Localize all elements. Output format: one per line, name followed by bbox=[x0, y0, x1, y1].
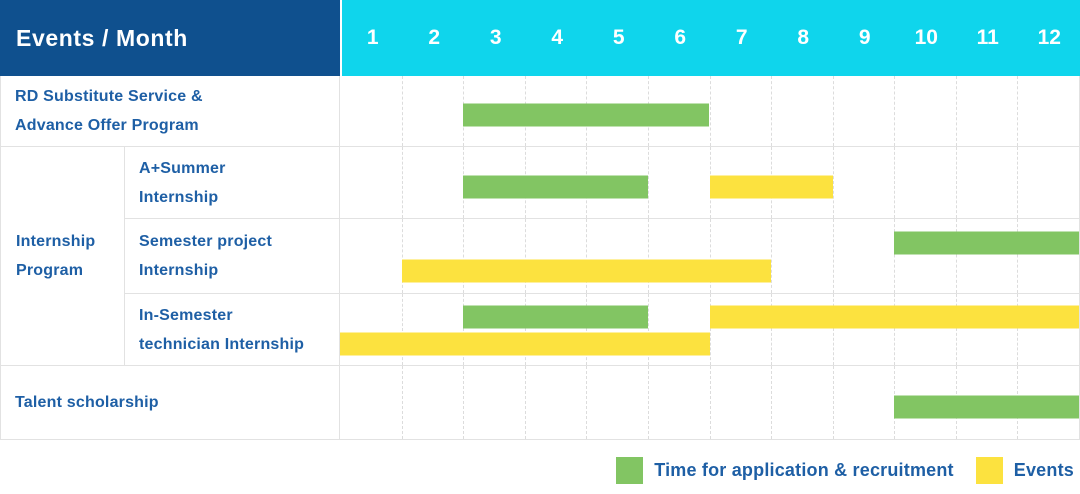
group-subrows: A+Summer Internship Semester project Int… bbox=[125, 147, 1079, 366]
month-gridline bbox=[1017, 294, 1019, 365]
row-label-semester-project: Semester project Internship bbox=[125, 219, 340, 293]
month-gridline bbox=[832, 219, 834, 293]
month-gridline bbox=[955, 294, 957, 365]
row-chart-semester-project bbox=[340, 219, 1079, 293]
legend-label-events: Events bbox=[1013, 460, 1074, 480]
month-gridline bbox=[647, 366, 649, 439]
month-gridline bbox=[894, 294, 896, 365]
header-row: Events / Month 1 2 3 4 5 6 7 8 9 10 11 1… bbox=[0, 0, 1080, 76]
events-bar bbox=[401, 259, 772, 283]
month-gridline bbox=[1017, 147, 1019, 218]
month-gridline bbox=[647, 147, 649, 218]
month-gridline bbox=[463, 294, 465, 365]
month-gridline bbox=[524, 294, 526, 365]
month-header-12: 12 bbox=[1037, 26, 1061, 49]
month-gridline bbox=[463, 366, 465, 439]
corner-header-cell: Events / Month bbox=[0, 0, 340, 76]
month-gridline bbox=[401, 294, 403, 365]
month-header-4: 4 bbox=[551, 26, 564, 49]
month-gridline bbox=[832, 76, 834, 146]
month-header-9: 9 bbox=[858, 26, 871, 49]
legend-item-recruitment: Time for application & recruitment bbox=[616, 457, 954, 484]
month-gridline bbox=[771, 294, 773, 365]
month-gridline bbox=[401, 219, 403, 293]
month-gridline bbox=[709, 219, 711, 293]
month-header-3: 3 bbox=[489, 26, 502, 49]
corner-label: Events / Month bbox=[16, 24, 188, 51]
group-internship-program: Internship Program A+Summer Internship S… bbox=[1, 147, 1079, 366]
schedule-table: Events / Month 1 2 3 4 5 6 7 8 9 10 11 1… bbox=[0, 0, 1080, 440]
events-bar bbox=[709, 305, 1079, 329]
table-row-rd-substitute: RD Substitute Service & Advance Offer Pr… bbox=[1, 76, 1079, 147]
month-gridline bbox=[1017, 219, 1019, 293]
recruitment-bar bbox=[463, 305, 648, 329]
recruitment-bar bbox=[463, 175, 648, 199]
recruitment-bar bbox=[463, 103, 710, 127]
month-gridline bbox=[709, 76, 711, 146]
month-gridline bbox=[955, 219, 957, 293]
month-header-7: 7 bbox=[735, 26, 748, 49]
month-gridline bbox=[894, 219, 896, 293]
legend-item-events: Events bbox=[975, 457, 1074, 484]
recruitment-bar bbox=[894, 231, 1079, 255]
month-gridline bbox=[832, 366, 834, 439]
events-swatch-icon bbox=[975, 457, 1003, 484]
table-row-talent-scholarship: Talent scholarship bbox=[1, 366, 1079, 440]
month-header-10: 10 bbox=[914, 26, 938, 49]
events-bar bbox=[340, 332, 710, 356]
month-gridline bbox=[524, 366, 526, 439]
legend: Time for application & recruitment Event… bbox=[0, 457, 1080, 484]
month-gridline bbox=[1017, 76, 1019, 146]
month-gridline bbox=[771, 219, 773, 293]
month-gridline bbox=[771, 76, 773, 146]
month-gridline bbox=[955, 147, 957, 218]
month-gridline bbox=[709, 294, 711, 365]
month-gridline bbox=[586, 219, 588, 293]
table-row-in-semester-technician: In-Semester technician Internship bbox=[125, 294, 1079, 366]
month-gridline bbox=[586, 294, 588, 365]
table-row-semester-project: Semester project Internship bbox=[125, 219, 1079, 294]
recruitment-swatch-icon bbox=[616, 457, 644, 484]
row-chart-a-plus-summer bbox=[340, 147, 1079, 218]
month-gridline bbox=[401, 366, 403, 439]
row-label-rd-substitute: RD Substitute Service & Advance Offer Pr… bbox=[1, 76, 340, 146]
month-gridline bbox=[894, 147, 896, 218]
month-gridline bbox=[832, 147, 834, 218]
table-row-a-plus-summer: A+Summer Internship bbox=[125, 147, 1079, 219]
legend-label-recruitment: Time for application & recruitment bbox=[654, 460, 954, 480]
row-chart-rd-substitute bbox=[340, 76, 1079, 146]
month-gridline bbox=[771, 366, 773, 439]
month-gridline bbox=[709, 366, 711, 439]
month-header-5: 5 bbox=[612, 26, 625, 49]
month-gridline bbox=[463, 219, 465, 293]
month-header: 1 2 3 4 5 6 7 8 9 10 11 12 bbox=[342, 0, 1080, 76]
month-gridline bbox=[832, 294, 834, 365]
row-label-in-semester-technician: In-Semester technician Internship bbox=[125, 294, 340, 365]
row-chart-talent-scholarship bbox=[340, 366, 1079, 439]
group-label-internship-program: Internship Program bbox=[1, 147, 125, 366]
recruitment-bar bbox=[894, 395, 1079, 419]
month-gridline bbox=[586, 366, 588, 439]
row-chart-in-semester-technician bbox=[340, 294, 1079, 365]
month-header-2: 2 bbox=[428, 26, 441, 49]
table-body: RD Substitute Service & Advance Offer Pr… bbox=[0, 76, 1080, 440]
month-gridline bbox=[955, 76, 957, 146]
month-header-1: 1 bbox=[366, 26, 379, 49]
month-gridline bbox=[401, 76, 403, 146]
month-gridline bbox=[401, 147, 403, 218]
month-gridline bbox=[894, 76, 896, 146]
month-header-8: 8 bbox=[797, 26, 810, 49]
events-bar bbox=[709, 175, 833, 199]
row-label-talent-scholarship: Talent scholarship bbox=[1, 366, 340, 439]
month-header-6: 6 bbox=[674, 26, 687, 49]
month-gridline bbox=[647, 219, 649, 293]
month-gridline bbox=[524, 219, 526, 293]
month-header-11: 11 bbox=[976, 26, 999, 49]
row-label-a-plus-summer: A+Summer Internship bbox=[125, 147, 340, 218]
month-gridline bbox=[647, 294, 649, 365]
